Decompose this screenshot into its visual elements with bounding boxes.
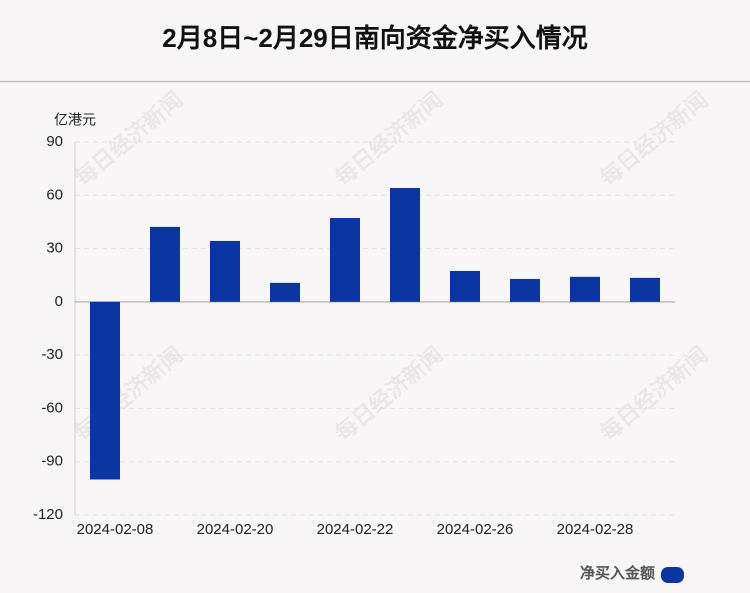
y-tick-label: -30	[41, 346, 63, 363]
y-tick-label: -120	[33, 506, 63, 523]
bar	[90, 301, 120, 480]
x-tick-label: 2024-02-08	[77, 521, 154, 538]
y-tick-label: 30	[46, 240, 63, 257]
bar	[450, 270, 480, 302]
y-tick-label: -60	[41, 399, 63, 416]
bar	[330, 218, 360, 302]
bar	[630, 277, 660, 302]
x-tick-label: 2024-02-26	[437, 521, 514, 538]
legend-label: 净买入金额	[580, 564, 655, 582]
bar	[210, 240, 240, 302]
y-tick-label: -90	[41, 453, 63, 470]
y-axis-unit: 亿港元	[54, 112, 96, 128]
bar	[510, 278, 540, 302]
chart-title: 2月8日~2月29日南向资金净买入情况	[162, 23, 587, 53]
y-tick-label: 90	[46, 133, 63, 150]
y-tick-label: 60	[46, 186, 63, 203]
bar	[150, 226, 180, 302]
bar	[570, 276, 600, 302]
bar	[270, 282, 300, 302]
x-tick-label: 2024-02-28	[557, 521, 634, 538]
x-tick-label: 2024-02-22	[317, 521, 394, 538]
legend-swatch	[661, 567, 684, 583]
x-tick-label: 2024-02-20	[197, 521, 274, 538]
y-tick-label: 0	[55, 293, 63, 310]
bar	[390, 188, 420, 302]
